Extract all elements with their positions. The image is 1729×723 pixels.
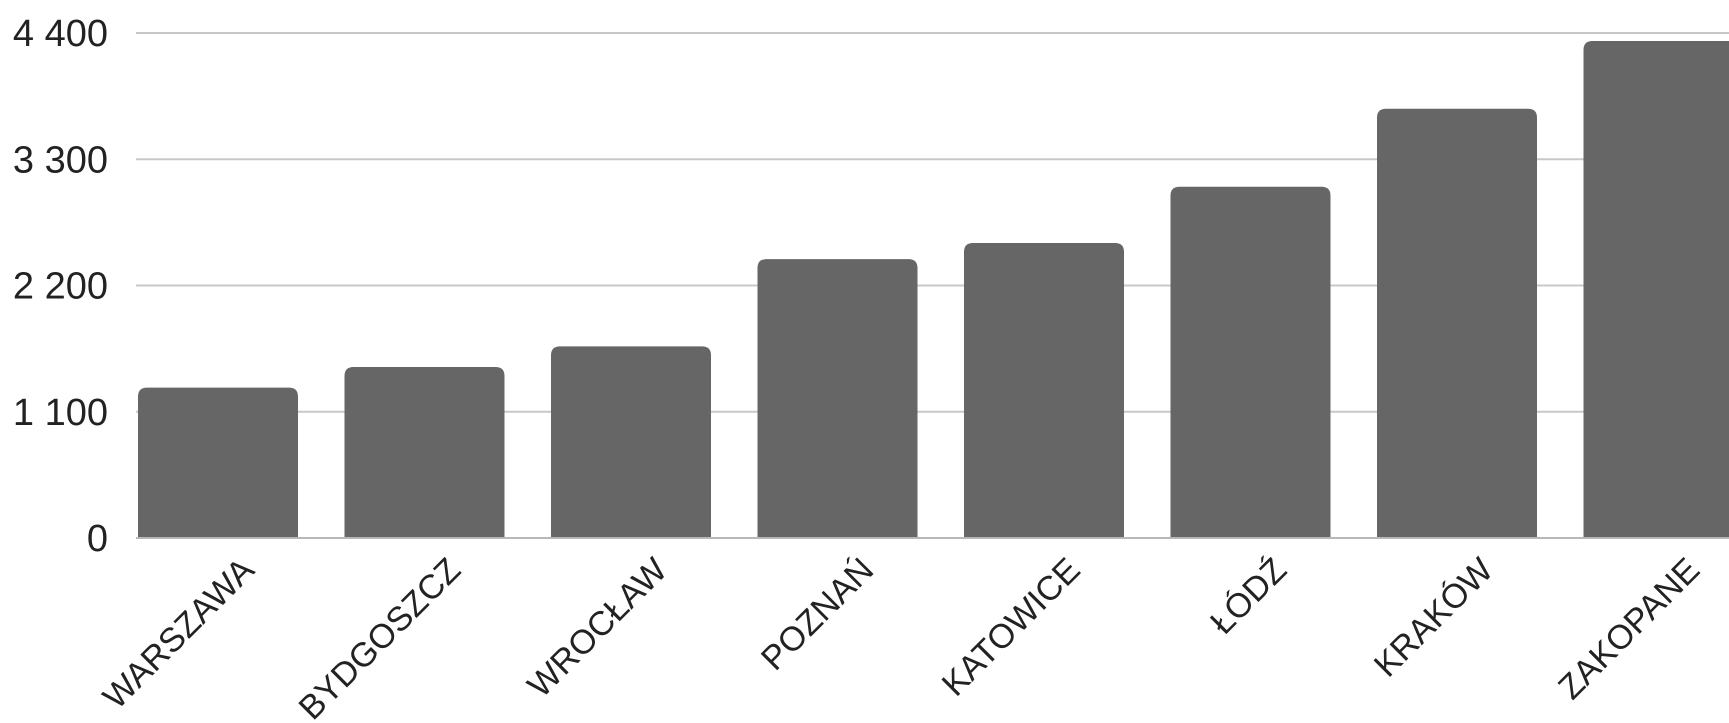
bar xyxy=(344,366,505,538)
x-tick-label: WARSZAWA xyxy=(96,551,262,717)
y-tick-label: 4 400 xyxy=(13,13,108,55)
x-tick-label: ZAKOPANE xyxy=(1551,551,1707,707)
y-tick-label: 0 xyxy=(87,518,108,560)
x-tick-label: POZNAŃ xyxy=(754,551,881,678)
y-tick-label: 1 100 xyxy=(13,392,108,434)
bar xyxy=(138,387,298,538)
bar xyxy=(1377,108,1537,538)
y-axis-ticks: 0 1 100 2 200 3 300 4 400 xyxy=(13,13,108,560)
x-tick-label: KATOWICE xyxy=(935,551,1088,704)
bar xyxy=(964,243,1124,538)
bar xyxy=(757,259,918,538)
x-axis-labels: WARSZAWA BYDGOSZCZ WROCŁAW POZNAŃ KATOWICE ŁÓ… xyxy=(96,551,1707,723)
x-tick-label: ŁÓDŹ xyxy=(1203,551,1294,642)
bars xyxy=(138,41,1729,538)
bar xyxy=(551,346,711,538)
bar xyxy=(1170,186,1331,538)
x-tick-label: KRAKÓW xyxy=(1367,551,1501,685)
x-tick-label: BYDGOSZCZ xyxy=(292,551,468,723)
y-tick-label: 2 200 xyxy=(13,266,108,308)
bar xyxy=(1583,41,1729,538)
y-tick-label: 3 300 xyxy=(13,139,108,181)
x-tick-label: WROCŁAW xyxy=(520,551,674,705)
